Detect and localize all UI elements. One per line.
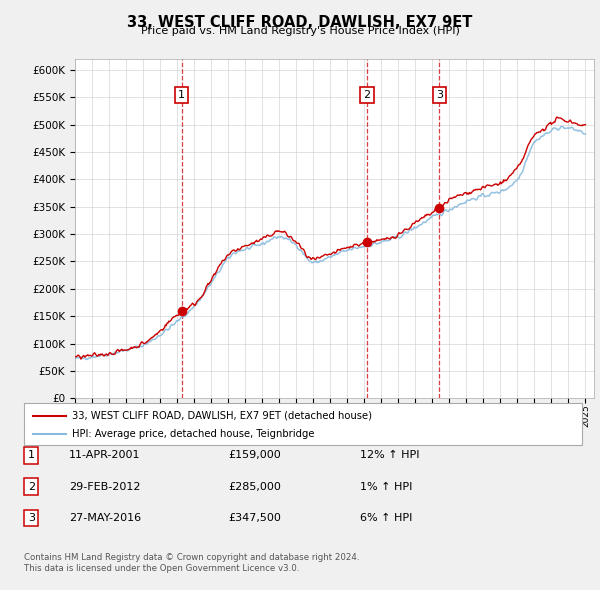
- Text: Price paid vs. HM Land Registry's House Price Index (HPI): Price paid vs. HM Land Registry's House …: [140, 26, 460, 36]
- Text: 27-MAY-2016: 27-MAY-2016: [69, 513, 141, 523]
- Text: 2: 2: [28, 482, 35, 491]
- Text: 11-APR-2001: 11-APR-2001: [69, 451, 140, 460]
- Text: 33, WEST CLIFF ROAD, DAWLISH, EX7 9ET: 33, WEST CLIFF ROAD, DAWLISH, EX7 9ET: [127, 15, 473, 30]
- Text: £159,000: £159,000: [228, 451, 281, 460]
- Text: £347,500: £347,500: [228, 513, 281, 523]
- Text: 6% ↑ HPI: 6% ↑ HPI: [360, 513, 412, 523]
- Text: 3: 3: [28, 513, 35, 523]
- Text: 1% ↑ HPI: 1% ↑ HPI: [360, 482, 412, 491]
- Text: 3: 3: [436, 90, 443, 100]
- Text: 1: 1: [28, 451, 35, 460]
- Text: £285,000: £285,000: [228, 482, 281, 491]
- Text: Contains HM Land Registry data © Crown copyright and database right 2024.: Contains HM Land Registry data © Crown c…: [24, 553, 359, 562]
- Text: 33, WEST CLIFF ROAD, DAWLISH, EX7 9ET (detached house): 33, WEST CLIFF ROAD, DAWLISH, EX7 9ET (d…: [72, 411, 372, 421]
- Text: HPI: Average price, detached house, Teignbridge: HPI: Average price, detached house, Teig…: [72, 428, 314, 438]
- Text: This data is licensed under the Open Government Licence v3.0.: This data is licensed under the Open Gov…: [24, 565, 299, 573]
- Text: 29-FEB-2012: 29-FEB-2012: [69, 482, 140, 491]
- Text: 2: 2: [364, 90, 371, 100]
- Text: 12% ↑ HPI: 12% ↑ HPI: [360, 451, 419, 460]
- Text: 1: 1: [178, 90, 185, 100]
